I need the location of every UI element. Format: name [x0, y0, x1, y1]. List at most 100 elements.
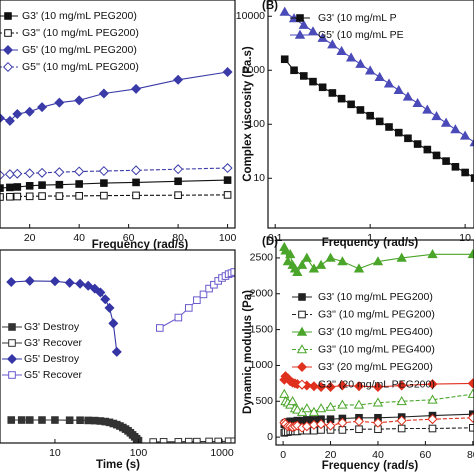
- marker: [287, 395, 298, 406]
- legend-label: G5'' (10 mg/mL PEG200): [22, 61, 139, 73]
- marker: [285, 249, 296, 259]
- marker: [108, 318, 119, 329]
- marker: [64, 277, 75, 288]
- marker: [451, 163, 460, 171]
- marker: [174, 313, 183, 322]
- marker: [292, 404, 303, 414]
- marker: [75, 180, 83, 188]
- marker: [4, 115, 15, 126]
- x-tick-label: 1000: [210, 447, 234, 459]
- marker: [355, 58, 366, 68]
- marker: [222, 163, 233, 174]
- marker: [131, 83, 142, 94]
- series-line: [0, 167, 228, 176]
- marker: [149, 438, 157, 443]
- marker: [337, 380, 348, 391]
- marker: [193, 296, 201, 304]
- marker: [461, 168, 469, 177]
- marker: [336, 45, 347, 55]
- marker: [156, 324, 164, 332]
- marker: [353, 399, 365, 409]
- marker: [4, 12, 12, 20]
- marker: [76, 416, 84, 425]
- marker: [282, 256, 294, 266]
- marker: [296, 326, 308, 336]
- marker: [24, 106, 35, 117]
- marker: [290, 66, 298, 75]
- legend-label: G3'' (10 mg/mL PEG400): [318, 343, 435, 355]
- plot-area: [0, 67, 233, 201]
- plot-frame: [267, 0, 474, 229]
- marker: [404, 134, 412, 143]
- marker: [38, 192, 46, 200]
- legend-label: G5' (10 mg/mL PE: [318, 29, 404, 41]
- plot-area: [279, 241, 474, 437]
- series-line: [0, 71, 228, 122]
- marker: [0, 170, 6, 181]
- marker: [353, 416, 365, 427]
- marker: [356, 106, 365, 114]
- marker: [25, 416, 34, 424]
- marker: [13, 183, 22, 191]
- marker: [467, 412, 474, 423]
- legend-label: G3' Recover: [24, 337, 83, 349]
- marker: [95, 287, 106, 298]
- y-tick-label: 2000: [250, 288, 274, 300]
- marker: [84, 416, 92, 425]
- marker: [467, 388, 474, 398]
- marker: [173, 74, 184, 85]
- marker: [397, 424, 406, 433]
- marker: [413, 140, 422, 148]
- marker: [470, 174, 474, 182]
- marker: [131, 165, 142, 176]
- marker: [317, 32, 328, 42]
- y-tick-label: 10: [253, 172, 265, 184]
- marker: [307, 26, 319, 36]
- marker: [294, 29, 306, 39]
- marker: [100, 179, 108, 187]
- marker: [98, 88, 109, 99]
- marker: [65, 416, 74, 425]
- legend-label: G3'' (10 mg/mL PEG200): [22, 27, 139, 39]
- marker: [55, 192, 64, 200]
- marker: [325, 381, 336, 392]
- marker: [24, 168, 35, 179]
- y-tick-label: 2500: [250, 252, 274, 264]
- marker: [374, 71, 385, 81]
- plot-area: [279, 6, 474, 182]
- marker: [396, 380, 407, 391]
- marker: [174, 177, 182, 186]
- marker: [75, 192, 83, 200]
- marker: [427, 414, 438, 425]
- x-tick-label: 0.1: [268, 232, 283, 244]
- marker: [442, 157, 450, 165]
- marker: [337, 399, 348, 409]
- marker: [308, 406, 320, 416]
- marker: [12, 108, 23, 120]
- marker: [296, 14, 304, 22]
- plot-frame: [0, 249, 236, 444]
- marker: [315, 259, 327, 269]
- x-tick-label: 10: [49, 447, 61, 459]
- marker: [345, 52, 357, 62]
- series-line: [0, 179, 228, 189]
- marker: [469, 138, 474, 147]
- marker: [396, 415, 407, 426]
- marker: [6, 277, 17, 288]
- marker: [6, 192, 14, 201]
- x-tick-label: 80: [172, 232, 184, 244]
- x-axis-title: Time (s): [96, 459, 140, 471]
- marker: [459, 130, 471, 140]
- marker: [7, 416, 16, 424]
- marker: [427, 379, 438, 390]
- marker: [298, 293, 306, 301]
- marker: [6, 353, 18, 365]
- marker: [279, 6, 290, 16]
- legend-label: G5' Recover: [24, 369, 83, 381]
- plot-frame: [275, 239, 474, 446]
- marker: [431, 111, 442, 121]
- marker: [8, 339, 16, 347]
- marker: [316, 381, 327, 392]
- marker: [396, 252, 407, 262]
